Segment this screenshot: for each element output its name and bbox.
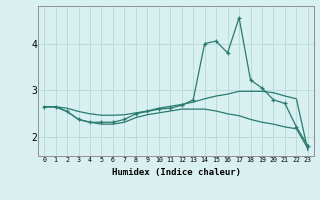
X-axis label: Humidex (Indice chaleur): Humidex (Indice chaleur) <box>111 168 241 177</box>
